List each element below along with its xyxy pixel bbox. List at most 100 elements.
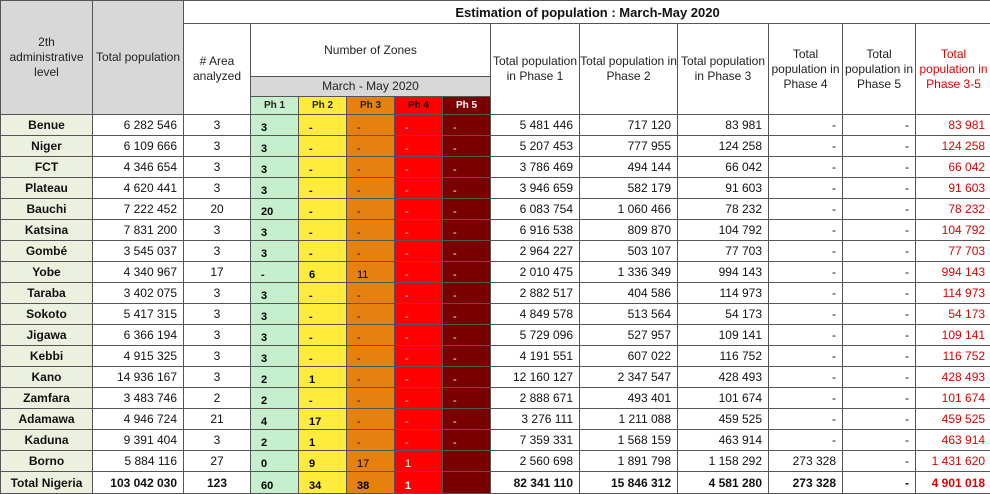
zones-phase-5: - [443,241,491,262]
zones-phase-1: 3 [251,136,299,157]
zones-phase-1: 3 [251,283,299,304]
zones-phase-1: 3 [251,304,299,325]
pop-phase-5: - [843,451,916,472]
area-analyzed: 3 [184,220,251,241]
zones-phase-4: - [395,430,443,451]
zones-phase-3: - [347,199,395,220]
state-name: Borno [1,451,93,472]
col-zones-header: Number of Zones [251,24,491,77]
pop-phase-3: 66 042 [678,157,769,178]
pop-phase-5: - [843,178,916,199]
pop-phase-2: 15 846 312 [580,472,678,494]
pop-phase-3-5: 116 752 [916,346,990,367]
zones-phase-4: - [395,157,443,178]
zones-phase-2: - [299,388,347,409]
zones-phase-5: - [443,220,491,241]
pop-phase-2: 777 955 [580,136,678,157]
total-population: 3 545 037 [93,241,184,262]
pop-phase-3-5: 994 143 [916,262,990,283]
pop-phase-3-5: 54 173 [916,304,990,325]
zones-phase-4: - [395,115,443,136]
pop-phase-1: 5 729 096 [491,325,580,346]
pop-phase-2: 1 060 466 [580,199,678,220]
zones-phase-2: 6 [299,262,347,283]
pop-phase-5: - [843,388,916,409]
zones-phase-4: - [395,346,443,367]
pop-phase-1: 6 916 538 [491,220,580,241]
pop-phase-5: - [843,262,916,283]
zones-phase-4: - [395,367,443,388]
pop-phase-1: 7 359 331 [491,430,580,451]
zones-phase-4: - [395,241,443,262]
pop-phase-3: 109 141 [678,325,769,346]
state-name: Sokoto [1,304,93,325]
pop-phase-5: - [843,325,916,346]
pop-phase-3-5: 114 973 [916,283,990,304]
pop-phase-2: 1 568 159 [580,430,678,451]
area-analyzed: 3 [184,115,251,136]
pop-phase-2: 1 211 088 [580,409,678,430]
state-name: Yobe [1,262,93,283]
zones-phase-3: - [347,388,395,409]
pop-phase-4: - [769,388,843,409]
pop-phase-3: 77 703 [678,241,769,262]
pop-phase-5: - [843,346,916,367]
zones-phase-3: - [347,283,395,304]
zones-phase-1: 60 [251,472,299,494]
pop-phase-4: - [769,136,843,157]
pop-phase-4: 273 328 [769,451,843,472]
pop-phase-4: - [769,199,843,220]
pop-phase-3-5: 124 258 [916,136,990,157]
pop-phase-3: 91 603 [678,178,769,199]
pop-phase-1: 3 276 111 [491,409,580,430]
pop-phase-1: 4 849 578 [491,304,580,325]
pop-phase-2: 607 022 [580,346,678,367]
pop-phase-1: 2 560 698 [491,451,580,472]
pop-phase-2: 2 347 547 [580,367,678,388]
pop-phase-4: - [769,283,843,304]
state-name: Plateau [1,178,93,199]
pop-phase-2: 717 120 [580,115,678,136]
zones-phase-1: 2 [251,367,299,388]
col-period-header: March - May 2020 [251,77,491,97]
total-population: 7 831 200 [93,220,184,241]
pop-phase-5: - [843,220,916,241]
zones-phase-2: - [299,115,347,136]
zones-phase-3: - [347,346,395,367]
area-analyzed: 3 [184,367,251,388]
zones-phase-1: 3 [251,220,299,241]
zones-phase-5: - [443,199,491,220]
pop-phase-4: - [769,409,843,430]
state-name: Benue [1,115,93,136]
pop-phase-3: 463 914 [678,430,769,451]
zones-phase-5: - [443,367,491,388]
zones-phase-2: - [299,304,347,325]
zones-phase-5: - [443,325,491,346]
zones-phase-4: - [395,262,443,283]
total-population: 5 884 116 [93,451,184,472]
pop-phase-3-5: 463 914 [916,430,990,451]
zones-phase-1: 2 [251,430,299,451]
area-analyzed: 20 [184,199,251,220]
pop-phase-3-5: 109 141 [916,325,990,346]
total-population: 14 936 167 [93,367,184,388]
pop-phase-1: 4 191 551 [491,346,580,367]
pop-phase-3: 83 981 [678,115,769,136]
pop-phase-3: 54 173 [678,304,769,325]
pop-phase-3-5: 78 232 [916,199,990,220]
zones-phase-2: - [299,241,347,262]
col-admin-header: 2th administrative level [1,1,93,115]
zones-phase-2: - [299,220,347,241]
zones-phase-5: - [443,304,491,325]
zones-phase-4: - [395,283,443,304]
zones-phase-5 [443,472,491,494]
state-name: Niger [1,136,93,157]
zones-phase-1: 3 [251,115,299,136]
zones-phase-5: - [443,283,491,304]
